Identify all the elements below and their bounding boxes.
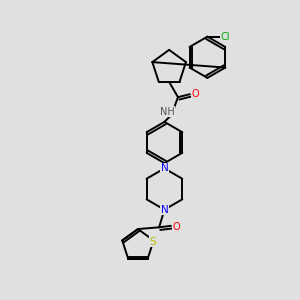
Text: O: O	[173, 222, 181, 232]
Text: N: N	[160, 164, 168, 173]
Text: N: N	[160, 205, 168, 214]
Text: S: S	[149, 237, 156, 247]
Text: O: O	[191, 89, 199, 99]
Text: Cl: Cl	[220, 32, 230, 42]
Text: NH: NH	[160, 107, 175, 117]
